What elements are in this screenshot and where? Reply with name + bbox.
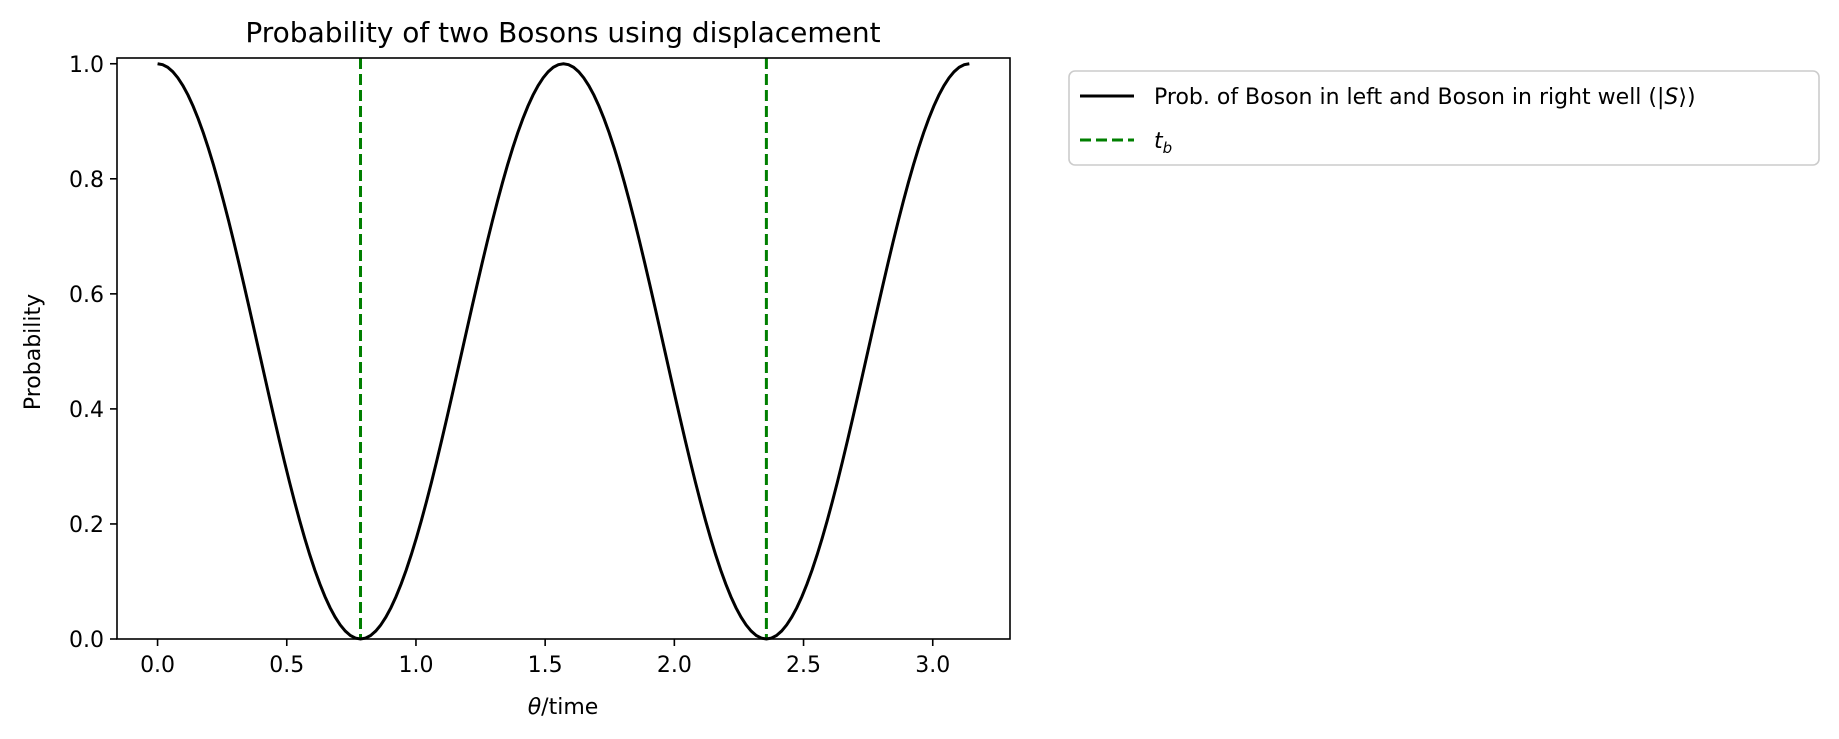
x-axis-label-rest: /time	[541, 695, 598, 720]
x-tick-label: 2.0	[657, 653, 692, 678]
axes-frame	[116, 57, 1011, 640]
legend-label-series-pre: Prob. of Boson in left and Boson in righ…	[1154, 85, 1664, 110]
y-tick-label: 1.0	[69, 53, 104, 78]
y-tick-label: 0.4	[69, 398, 104, 423]
legend-box	[1068, 70, 1820, 166]
x-axis-label-symbol: θ	[528, 695, 542, 720]
x-tick-label: 0.0	[140, 653, 175, 678]
y-tick-label: 0.0	[69, 628, 104, 653]
legend: Prob. of Boson in left and Boson in righ…	[1068, 70, 1820, 166]
legend-label-vline-sub: b	[1163, 139, 1173, 157]
x-tick-label: 0.5	[269, 653, 304, 678]
legend-label-vline-main: t	[1154, 129, 1164, 154]
series-line	[157, 62, 970, 641]
vlines	[359, 58, 768, 639]
y-axis-label: Probability	[21, 294, 46, 410]
x-tick-label: 1.0	[398, 653, 433, 678]
x-tick-label: 1.5	[528, 653, 563, 678]
x-axis-ticks: 0.0 0.5 1.0 1.5 2.0 2.5 3.0	[140, 639, 950, 678]
x-axis-label: θ/time	[528, 695, 599, 720]
y-tick-label: 0.6	[69, 283, 104, 308]
legend-label-vline: tb	[1154, 129, 1172, 157]
legend-label-series-post: ⟩)	[1678, 85, 1695, 110]
y-axis-ticks: 0.0 0.2 0.4 0.6 0.8 1.0	[69, 53, 117, 653]
legend-label-series: Prob. of Boson in left and Boson in righ…	[1154, 85, 1696, 110]
y-tick-label: 0.2	[69, 513, 104, 538]
chart-title: Probability of two Bosons using displace…	[245, 16, 880, 49]
x-tick-label: 2.5	[786, 653, 821, 678]
legend-label-series-math: S	[1664, 85, 1678, 110]
plot-area	[116, 57, 1011, 641]
x-tick-label: 3.0	[915, 653, 950, 678]
y-tick-label: 0.8	[69, 168, 104, 193]
